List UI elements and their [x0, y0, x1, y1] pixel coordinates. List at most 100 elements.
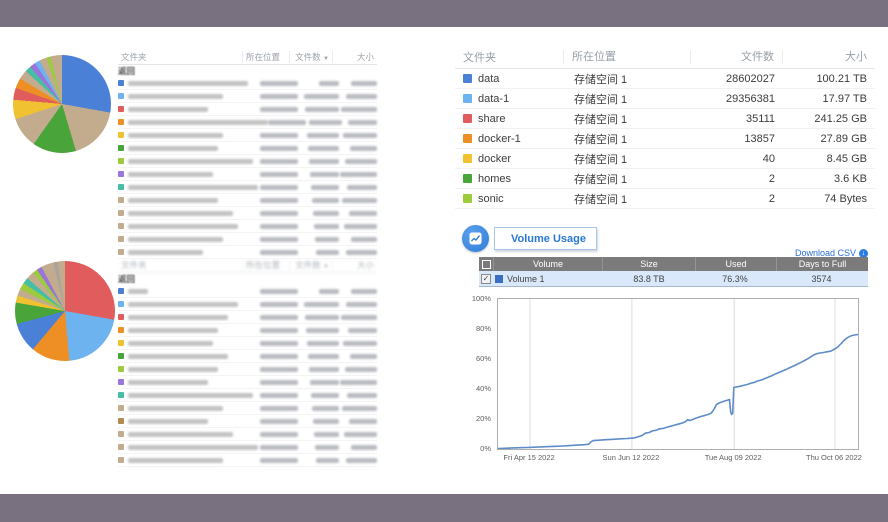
list-item[interactable]	[118, 311, 377, 324]
list-item[interactable]	[118, 324, 377, 337]
x-tick-label: Thu Oct 06 2022	[806, 453, 862, 462]
list-item[interactable]	[118, 389, 377, 402]
folder-name: data	[478, 72, 500, 85]
back-link[interactable]: 返回	[118, 66, 136, 76]
list-item[interactable]	[118, 415, 377, 428]
folder-size: 27.89 GB	[820, 132, 867, 145]
back-link[interactable]: 返回	[118, 274, 136, 284]
list-item[interactable]	[118, 103, 377, 116]
list-item[interactable]	[118, 233, 377, 246]
bottom-pie-chart[interactable]	[15, 261, 115, 361]
blurred-location	[260, 392, 298, 398]
list-item[interactable]	[118, 428, 377, 441]
list-item[interactable]	[118, 376, 377, 389]
list-item[interactable]	[118, 142, 377, 155]
list-item[interactable]	[118, 246, 377, 259]
folder-table-row[interactable]: data 存储空间 1 28602027 100.21 TB	[455, 69, 875, 89]
y-tick-label: 80%	[475, 323, 491, 333]
y-tick-label: 60%	[475, 353, 491, 363]
blurred-size	[346, 301, 377, 307]
list-item[interactable]	[118, 441, 377, 454]
folder-table-row[interactable]: docker-1 存储空间 1 13857 27.89 GB	[455, 129, 875, 149]
list-item[interactable]	[118, 363, 377, 376]
column-header-size[interactable]: 大小	[332, 259, 377, 271]
column-header-size[interactable]: 大小	[782, 50, 875, 64]
column-header-folder[interactable]: 文件夹	[121, 260, 147, 270]
column-header-location[interactable]: 所在位置	[563, 50, 690, 64]
column-header-files[interactable]: 文件数	[690, 50, 782, 64]
list-item[interactable]	[118, 90, 377, 103]
blurred-folder-name	[128, 327, 218, 333]
column-header-files-sorted[interactable]: 文件数 ▼	[289, 259, 332, 271]
download-csv-link[interactable]: Download CSV	[794, 248, 856, 258]
blurred-folder-name	[128, 431, 233, 437]
blurred-folder-name	[128, 184, 258, 190]
folder-size: 241.25 GB	[814, 112, 867, 125]
list-item[interactable]	[118, 337, 377, 350]
list-item[interactable]	[118, 402, 377, 415]
blurred-size	[341, 314, 377, 320]
blurred-location	[260, 171, 298, 177]
blurred-file-count	[309, 158, 339, 164]
list-item[interactable]	[118, 285, 377, 298]
blurred-location	[260, 93, 298, 99]
blurred-folder-name	[128, 236, 223, 242]
folder-location: 存储空间 1	[574, 193, 628, 206]
top-pie-chart[interactable]	[13, 55, 111, 153]
list-item[interactable]	[118, 129, 377, 142]
folder-table-row[interactable]: share 存储空间 1 35111 241.25 GB	[455, 109, 875, 129]
blurred-folder-name	[128, 405, 223, 411]
blurred-file-count	[314, 431, 339, 437]
folder-table-row[interactable]: homes 存储空间 1 2 3.6 KB	[455, 169, 875, 189]
list-item[interactable]	[118, 168, 377, 181]
volume-usage-tab[interactable]: Volume Usage	[494, 227, 597, 250]
list-item[interactable]	[118, 207, 377, 220]
download-circle-icon[interactable]: ↓	[859, 248, 868, 258]
list-item[interactable]	[118, 220, 377, 233]
column-header-location[interactable]: 所在位置	[242, 259, 289, 271]
volume-legend-swatch	[495, 274, 503, 283]
folder-table-row[interactable]: docker 存储空间 1 40 8.45 GB	[455, 149, 875, 169]
folder-size: 100.21 TB	[816, 72, 867, 85]
list-item[interactable]	[118, 194, 377, 207]
folder-color-icon	[118, 418, 124, 424]
list-item[interactable]	[118, 350, 377, 363]
volume-size: 83.8 TB	[633, 273, 665, 284]
blurred-size	[351, 80, 377, 86]
column-header-used[interactable]: Used	[695, 257, 776, 271]
list-item[interactable]	[118, 155, 377, 168]
row-checkbox[interactable]: ✓	[481, 273, 491, 284]
blurred-location	[260, 431, 298, 437]
select-all-checkbox[interactable]	[479, 257, 493, 271]
column-header-folder[interactable]: 文件夹	[121, 52, 147, 62]
list-item[interactable]	[118, 116, 377, 129]
blurred-folder-name	[128, 353, 228, 359]
list-item[interactable]	[118, 77, 377, 90]
folder-table-row[interactable]: sonic 存储空间 1 2 74 Bytes	[455, 189, 875, 209]
list-item[interactable]	[118, 454, 377, 467]
folder-color-icon	[118, 366, 124, 372]
column-header-location[interactable]: 所在位置	[242, 51, 289, 63]
list-header-row: 文件夹 所在位置 文件数 ▼ 大小	[118, 50, 377, 65]
column-header-size[interactable]: 大小	[332, 51, 377, 63]
list-item[interactable]	[118, 181, 377, 194]
sort-descending-icon: ▼	[323, 264, 329, 270]
column-header-size[interactable]: Size	[602, 257, 695, 271]
folder-color-icon	[118, 301, 124, 307]
blurred-location	[260, 106, 298, 112]
blurred-file-count	[304, 93, 339, 99]
column-header-files-sorted[interactable]: 文件数 ▼	[289, 51, 332, 63]
blurred-location	[260, 197, 298, 203]
blurred-folder-name	[128, 132, 223, 138]
column-header-days-to-full[interactable]: Days to Full	[776, 257, 868, 271]
volume-row[interactable]: ✓ Volume 1 83.8 TB 76.3% 3574	[479, 271, 868, 287]
blurred-file-count	[309, 366, 339, 372]
list-item[interactable]	[118, 298, 377, 311]
column-header-folder[interactable]: 文件夹	[463, 52, 496, 64]
folder-table-body: data 存储空间 1 28602027 100.21 TB data-1 存储空间 1 2…	[455, 69, 875, 209]
folder-color-icon	[118, 353, 124, 359]
folder-name: docker-1	[478, 132, 521, 145]
column-header-volume[interactable]: Volume	[493, 257, 602, 271]
folder-table-row[interactable]: data-1 存储空间 1 29356381 17.97 TB	[455, 89, 875, 109]
folder-color-icon	[463, 174, 472, 183]
